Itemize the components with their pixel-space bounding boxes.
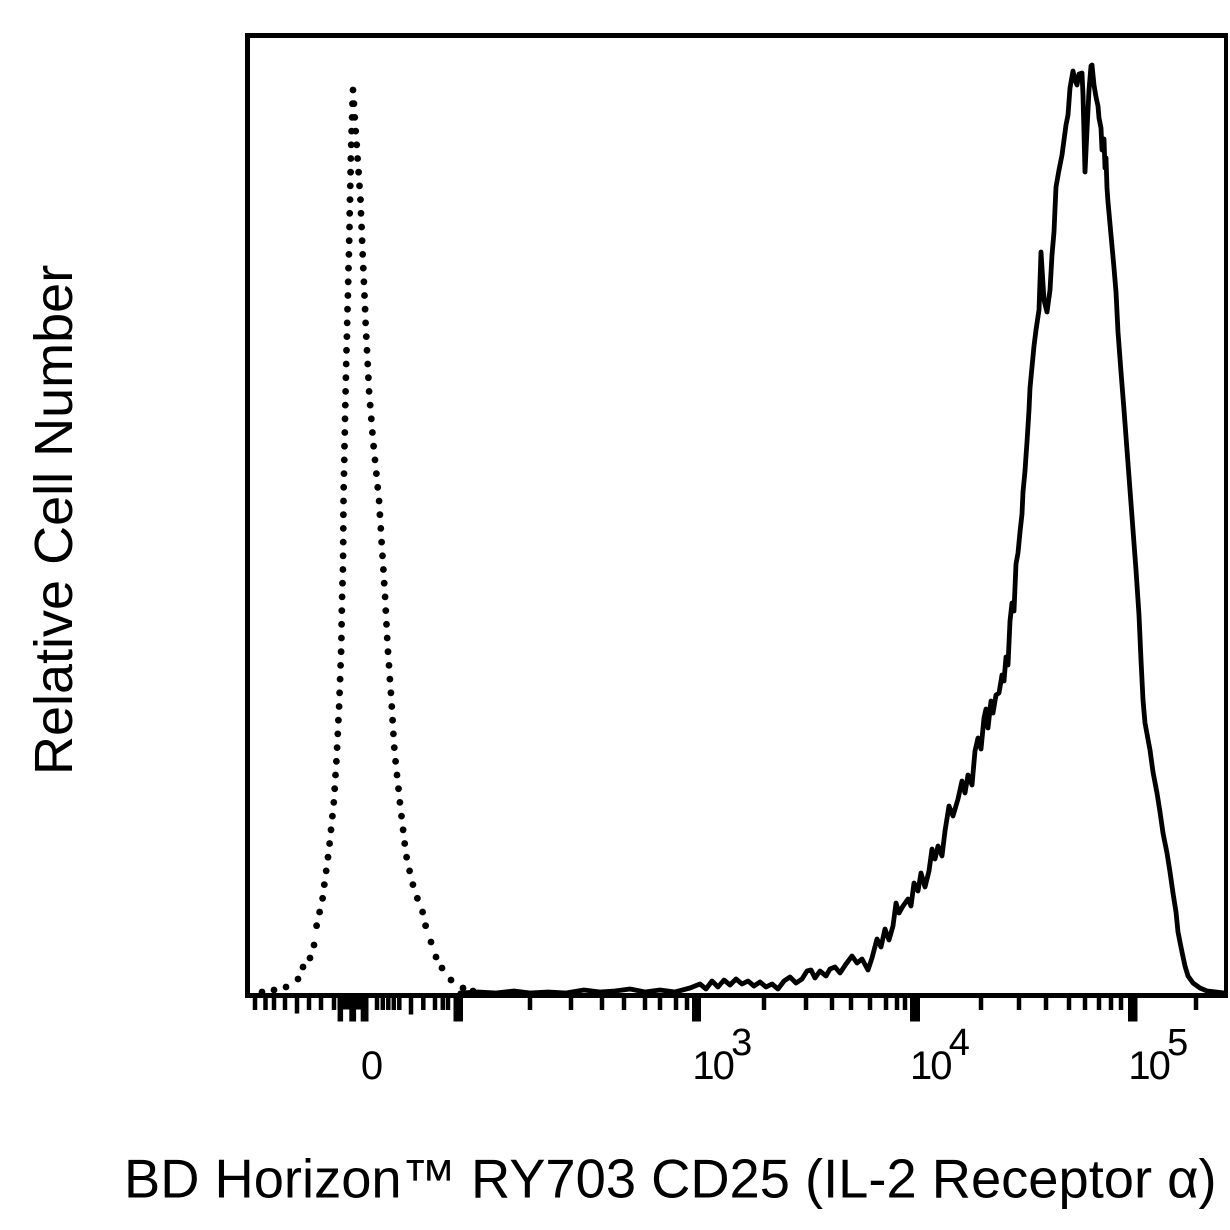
svg-text:3: 3 bbox=[731, 1022, 752, 1064]
svg-text:0: 0 bbox=[361, 1044, 383, 1088]
svg-text:BD Horizon™ RY703 CD25 (IL-2 R: BD Horizon™ RY703 CD25 (IL-2 Receptor α) bbox=[124, 1149, 1217, 1210]
svg-text:Relative Cell Number: Relative Cell Number bbox=[24, 265, 84, 775]
svg-text:4: 4 bbox=[949, 1022, 970, 1064]
svg-text:10: 10 bbox=[1128, 1044, 1169, 1088]
svg-text:5: 5 bbox=[1167, 1022, 1188, 1064]
svg-text:10: 10 bbox=[910, 1044, 951, 1088]
svg-text:10: 10 bbox=[692, 1044, 733, 1088]
